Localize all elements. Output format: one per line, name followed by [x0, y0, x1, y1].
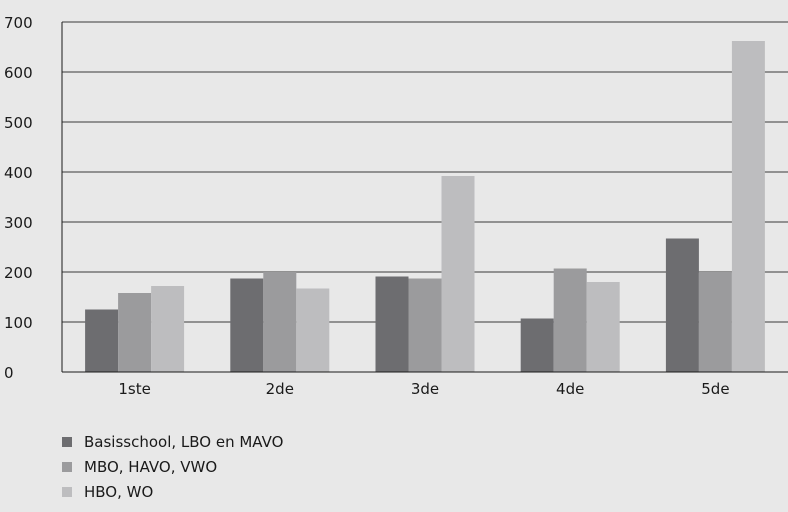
- bar-1-1ste: [85, 309, 119, 372]
- bar-2-2de: [263, 272, 297, 372]
- x-tick-label: 3de: [411, 380, 439, 398]
- y-tick-label: 700: [4, 14, 33, 32]
- bar-3-1ste: [151, 286, 185, 372]
- legend-swatch: [62, 487, 72, 497]
- x-tick-labels: 1ste 2de 3de 4de 5de: [118, 380, 729, 398]
- y-tick-label: 600: [4, 64, 33, 82]
- legend-swatch: [62, 462, 72, 472]
- legend-label: Basisschool, LBO en MAVO: [84, 433, 284, 451]
- bars: [85, 41, 765, 372]
- y-tick-label: 500: [4, 114, 33, 132]
- bar-2-1ste: [118, 293, 152, 372]
- bar-1-3de: [375, 276, 409, 372]
- y-tick-label: 100: [4, 314, 33, 332]
- y-tick-label: 300: [4, 214, 33, 232]
- bar-1-5de: [665, 238, 699, 372]
- legend-label: HBO, WO: [84, 483, 154, 501]
- legend-item-series-0: Basisschool, LBO en MAVO: [62, 430, 283, 454]
- legend: Basisschool, LBO en MAVO MBO, HAVO, VWO …: [62, 430, 283, 505]
- x-tick-label: 5de: [701, 380, 729, 398]
- bar-2-3de: [408, 278, 442, 372]
- bar-2-5de: [698, 272, 732, 372]
- bar-1-2de: [230, 278, 264, 372]
- y-tick-label: 200: [4, 264, 33, 282]
- bar-3-4de: [586, 282, 620, 372]
- legend-item-series-1: MBO, HAVO, VWO: [62, 455, 283, 479]
- y-tick-labels: 0 100 200 300 400 500 600 700: [4, 14, 33, 382]
- gridlines: [62, 21, 788, 323]
- y-tick-label: 400: [4, 164, 33, 182]
- x-tick-label: 4de: [556, 380, 584, 398]
- x-tick-label: 1ste: [118, 380, 150, 398]
- bar-1-4de: [520, 318, 554, 372]
- legend-swatch: [62, 437, 72, 447]
- legend-item-series-2: HBO, WO: [62, 480, 283, 504]
- bar-2-4de: [553, 268, 587, 372]
- legend-label: MBO, HAVO, VWO: [84, 458, 218, 476]
- bar-3-3de: [441, 176, 475, 372]
- axes: [61, 22, 788, 373]
- x-tick-label: 2de: [266, 380, 294, 398]
- bar-3-2de: [296, 288, 330, 372]
- bar-3-5de: [731, 41, 765, 372]
- y-tick-label: 0: [4, 364, 14, 382]
